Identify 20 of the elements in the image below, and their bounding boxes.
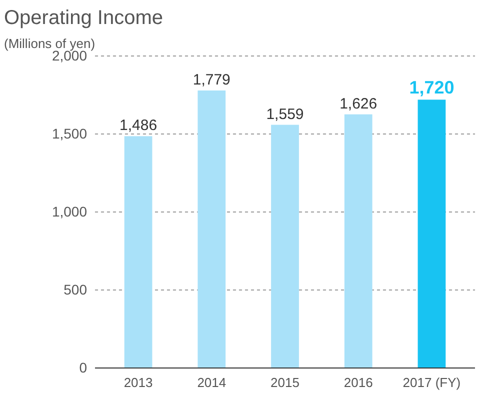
bar [271,124,299,368]
bar [198,90,226,368]
data-label: 1,486 [120,117,158,134]
x-tick-label: 2017 (FY) [402,375,461,390]
y-tick-label: 1,000 [52,203,88,220]
x-tick-label: 2013 [124,375,153,390]
data-label: 1,720 [409,78,454,98]
bar [124,136,152,368]
y-tick-label: 0 [79,359,88,376]
bar [344,114,372,368]
data-label: 1,559 [266,106,304,123]
y-tick-label: 500 [64,281,88,298]
x-tick-label: 2016 [344,375,373,390]
x-tick-label: 2014 [197,375,226,390]
data-label: 1,626 [340,95,378,112]
y-tick-label: 1,500 [52,125,88,142]
data-label: 1,779 [192,71,230,88]
chart-title: Operating Income [4,7,163,29]
x-tick-label: 2015 [270,375,300,390]
bar [418,100,446,368]
